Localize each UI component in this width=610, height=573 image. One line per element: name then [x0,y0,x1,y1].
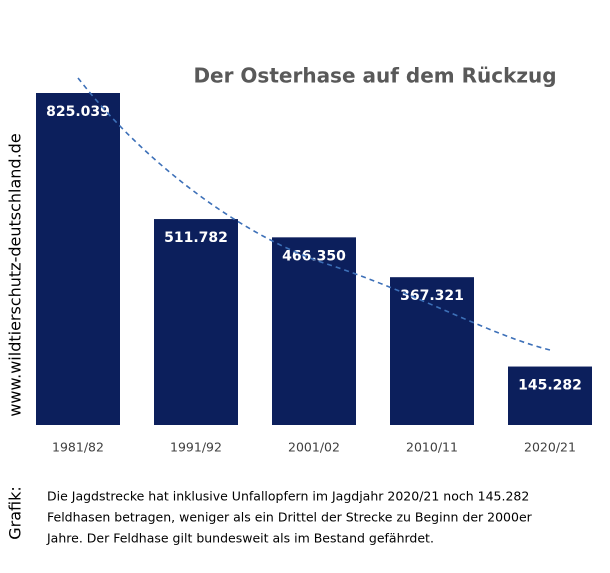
bar [390,277,474,425]
value-label: 145.282 [518,378,582,394]
x-tick-label: 2020/21 [524,440,576,455]
trend-line [77,77,551,351]
x-tick-label: 1991/92 [170,440,222,455]
source: www.wildtierschutz-deutschland.de [6,133,25,416]
caption-line: Jahre. Der Feldhase gilt bundesweit als … [46,531,434,546]
value-label: 367.321 [400,288,464,304]
x-tick-label: 1981/82 [52,440,104,455]
x-tick-label: 2010/11 [406,440,458,455]
caption-line: Feldhasen betragen, weniger als ein Drit… [47,510,533,525]
plot: 825.039 1981/82 511.782 1991/92 466.350 2001/… [36,93,592,455]
value-label: 825.039 [46,104,110,120]
chart-title: Der Osterhase auf dem Rückzug [193,64,556,88]
x-tick-label: 2001/02 [288,440,340,455]
caption-label: Grafik: [6,486,25,540]
caption-line: Die Jagdstrecke hat inklusive Unfallopfe… [47,489,529,504]
bar [272,237,356,425]
bar [508,366,592,425]
value-label: 466.350 [282,248,346,264]
bar [154,219,238,425]
value-label: 511.782 [164,230,228,246]
bar [36,93,120,425]
